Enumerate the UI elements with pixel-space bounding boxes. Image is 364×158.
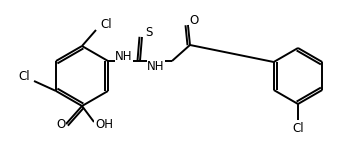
Text: O: O bbox=[56, 118, 66, 131]
Text: Cl: Cl bbox=[292, 122, 304, 134]
Text: NH: NH bbox=[115, 49, 133, 63]
Text: O: O bbox=[189, 13, 199, 27]
Text: OH: OH bbox=[95, 118, 113, 131]
Text: NH: NH bbox=[147, 61, 165, 73]
Text: Cl: Cl bbox=[100, 18, 112, 31]
Text: S: S bbox=[145, 25, 153, 39]
Text: Cl: Cl bbox=[18, 70, 30, 83]
